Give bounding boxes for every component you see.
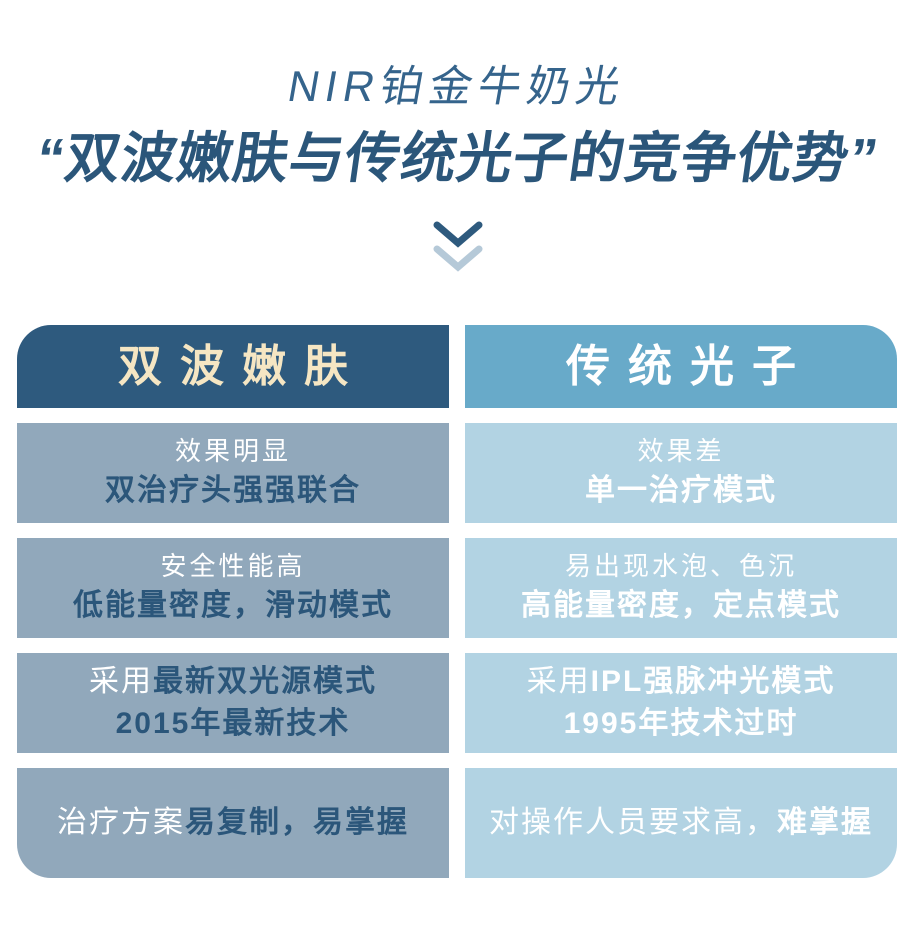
cell-line: 效果差 xyxy=(637,436,725,467)
column-header-traditional-ipl: 传统光子 xyxy=(465,325,897,408)
cell-text: 对操作人员要求高， xyxy=(489,805,777,839)
cell-line: 安全性能高 xyxy=(160,551,306,582)
cell-text: 效果差 xyxy=(637,436,725,467)
cell-text: 安全性能高 xyxy=(160,551,306,582)
column-dual-wave: 双波嫩肤 效果明显 双治疗头强强联合 安全性能高 低能量密度，滑动模式 xyxy=(17,325,449,878)
cell-line: 对操作人员要求高，难掌握 xyxy=(489,806,873,841)
cell-text-emphasis: 1995年技术过时 xyxy=(563,706,799,740)
comparison-cell-left-safety: 安全性能高 低能量密度，滑动模式 xyxy=(17,538,449,638)
cell-text-emphasis: 难掌握 xyxy=(777,805,873,839)
page-title: NIR铂金牛奶光 xyxy=(284,63,630,111)
cell-line: 双治疗头强强联合 xyxy=(105,474,361,509)
cell-line: 高能量密度，定点模式 xyxy=(521,589,841,624)
cell-text-emphasis: 单一治疗模式 xyxy=(585,474,777,508)
cell-text-emphasis: 高能量密度，定点模式 xyxy=(521,589,841,623)
column-header-label: 传统光子 xyxy=(566,341,814,391)
comparison-cell-left-operation: 治疗方案易复制，易掌握 xyxy=(17,768,449,878)
cell-line: 治疗方案易复制，易掌握 xyxy=(57,806,409,841)
comparison-cell-right-effect: 效果差 单一治疗模式 xyxy=(465,423,897,523)
cell-text: 采用 xyxy=(89,665,153,698)
hero-section: NIR铂金牛奶光 “双波嫩肤与传统光子的竞争优势” xyxy=(0,0,915,275)
cell-line: 采用IPL强脉冲光模式 xyxy=(527,665,836,700)
cell-text-emphasis: 2015年最新技术 xyxy=(115,706,351,740)
cell-text-emphasis: 易复制，易掌握 xyxy=(185,805,409,839)
double-chevron-down-icon xyxy=(0,219,915,275)
comparison-cell-right-operation: 对操作人员要求高，难掌握 xyxy=(465,768,897,878)
cell-text-emphasis: IPL强脉冲光模式 xyxy=(590,665,836,698)
column-header-label: 双波嫩肤 xyxy=(118,341,366,391)
cell-line: 采用最新双光源模式 xyxy=(89,665,377,700)
cell-line: 单一治疗模式 xyxy=(585,474,777,509)
page-subtitle: “双波嫩肤与传统光子的竞争优势” xyxy=(32,127,883,189)
column-header-dual-wave: 双波嫩肤 xyxy=(17,325,449,408)
cell-text: 治疗方案 xyxy=(57,805,185,839)
cell-text-emphasis: 最新双光源模式 xyxy=(153,665,377,698)
comparison-cell-right-technology: 采用IPL强脉冲光模式 1995年技术过时 xyxy=(465,653,897,753)
comparison-cell-left-effect: 效果明显 双治疗头强强联合 xyxy=(17,423,449,523)
cell-line: 易出现水泡、色沉 xyxy=(564,551,797,582)
cell-line: 低能量密度，滑动模式 xyxy=(73,589,393,624)
cell-line: 2015年最新技术 xyxy=(116,707,351,742)
cell-line: 效果明显 xyxy=(174,436,291,467)
comparison-cell-left-technology: 采用最新双光源模式 2015年最新技术 xyxy=(17,653,449,753)
column-traditional-ipl: 传统光子 效果差 单一治疗模式 易出现水泡、色沉 高能量密度，定点模式 xyxy=(465,325,897,878)
cell-text: 效果明显 xyxy=(174,436,291,467)
cell-text-emphasis: 低能量密度，滑动模式 xyxy=(73,589,393,623)
comparison-cell-right-safety: 易出现水泡、色沉 高能量密度，定点模式 xyxy=(465,538,897,638)
cell-text: 采用 xyxy=(526,665,591,698)
cell-line: 1995年技术过时 xyxy=(564,707,799,742)
subtitle-wrap: “双波嫩肤与传统光子的竞争优势” xyxy=(0,127,915,189)
cell-text-emphasis: 双治疗头强强联合 xyxy=(105,474,361,508)
comparison-grid: 双波嫩肤 效果明显 双治疗头强强联合 安全性能高 低能量密度，滑动模式 xyxy=(17,325,897,878)
cell-text: 易出现水泡、色沉 xyxy=(564,551,797,582)
